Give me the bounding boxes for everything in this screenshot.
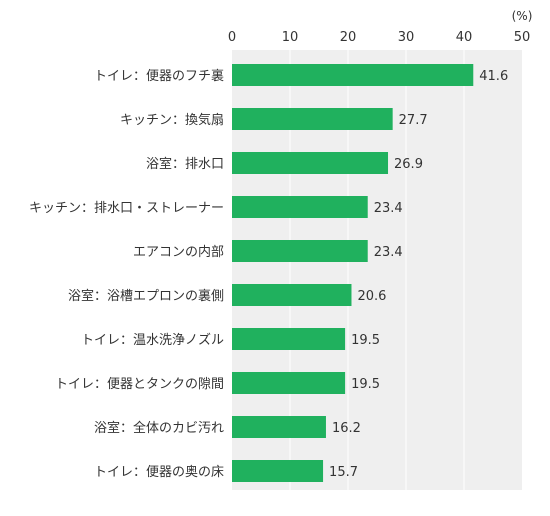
value-label: 19.5 [351,377,380,392]
bar [232,460,324,482]
category-label: トイレ：便器とタンクの隙間 [55,377,224,392]
value-label: 41.6 [479,69,508,84]
x-tick-label: 0 [228,30,236,45]
category-label: キッチン：排水口・ストレーナー [29,201,224,216]
value-label: 16.2 [332,421,361,436]
category-label: トイレ：便器の奥の床 [94,465,224,480]
category-label: トイレ：便器のフチ裏 [94,69,224,84]
bar [232,152,389,174]
bar [232,328,346,350]
value-label: 27.7 [399,113,428,128]
category-label: キッチン：換気扇 [120,112,224,128]
x-tick-label: 20 [340,30,357,45]
value-label: 23.4 [374,245,403,260]
bar [232,196,368,218]
category-label: トイレ：温水洗浄ノズル [81,332,224,348]
value-label: 26.9 [394,157,423,172]
category-label: エアコンの内部 [133,244,224,260]
value-label: 20.6 [357,289,386,304]
bar [232,64,474,86]
x-tick-label: 30 [398,30,415,45]
x-tick-label: 10 [282,30,299,45]
bar [232,416,326,438]
category-label: 浴室：排水口 [146,156,224,172]
category-label: 浴室：全体のカビ汚れ [94,420,224,436]
x-tick-label: 50 [514,30,531,45]
bar [232,108,393,130]
bar [232,240,368,262]
value-label: 15.7 [329,465,358,480]
category-label: 浴室：浴槽エプロンの裏側 [68,288,224,304]
bar [232,284,352,306]
value-label: 23.4 [374,201,403,216]
x-tick-label: 40 [456,30,473,45]
value-label: 19.5 [351,333,380,348]
unit-label: (%) [512,9,533,23]
bar [232,372,346,394]
